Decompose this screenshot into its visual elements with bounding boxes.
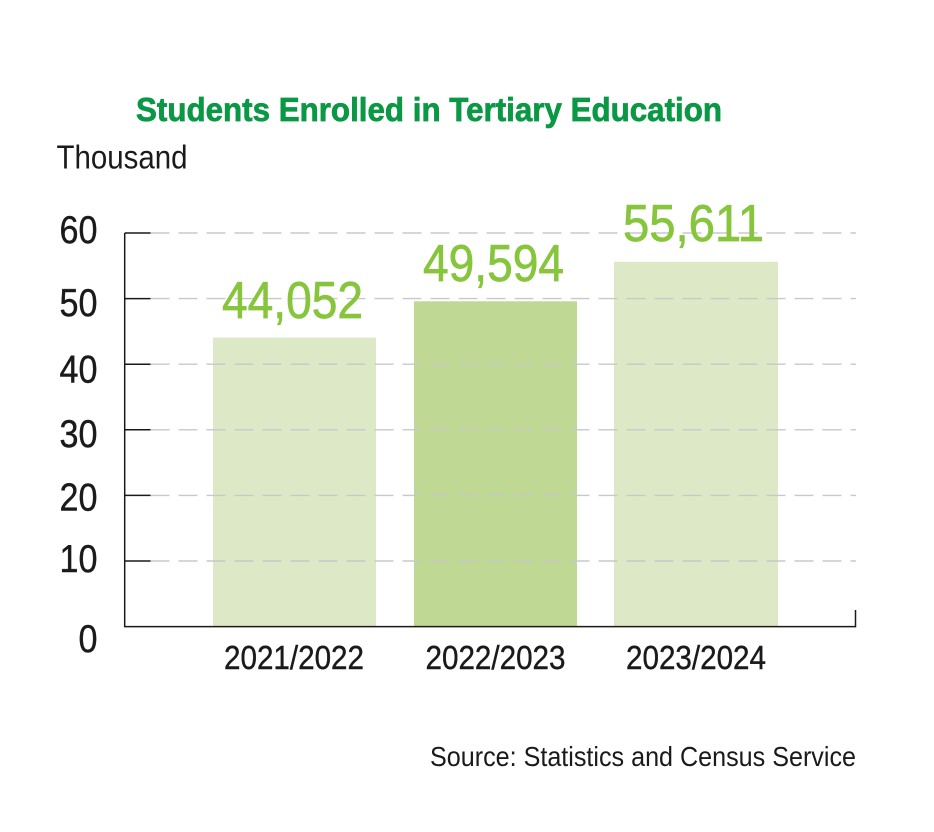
svg-text:10: 10 — [60, 538, 98, 581]
svg-text:20: 20 — [60, 477, 98, 520]
svg-text:Students Enrolled in Tertiary: Students Enrolled in Tertiary Education — [136, 91, 722, 128]
svg-text:2021/2022: 2021/2022 — [224, 639, 364, 676]
svg-text:50: 50 — [60, 282, 98, 325]
svg-text:2023/2024: 2023/2024 — [626, 639, 766, 676]
svg-text:44,052: 44,052 — [222, 272, 363, 330]
svg-text:Source: Statistics and Census: Source: Statistics and Census Service — [430, 741, 856, 772]
svg-text:40: 40 — [60, 349, 98, 392]
svg-text:60: 60 — [60, 209, 98, 252]
svg-text:2022/2023: 2022/2023 — [426, 639, 566, 676]
svg-text:0: 0 — [79, 618, 98, 661]
svg-text:Thousand: Thousand — [57, 139, 188, 176]
svg-text:49,594: 49,594 — [423, 235, 564, 293]
svg-text:30: 30 — [60, 413, 98, 456]
svg-text:55,611: 55,611 — [623, 195, 764, 253]
